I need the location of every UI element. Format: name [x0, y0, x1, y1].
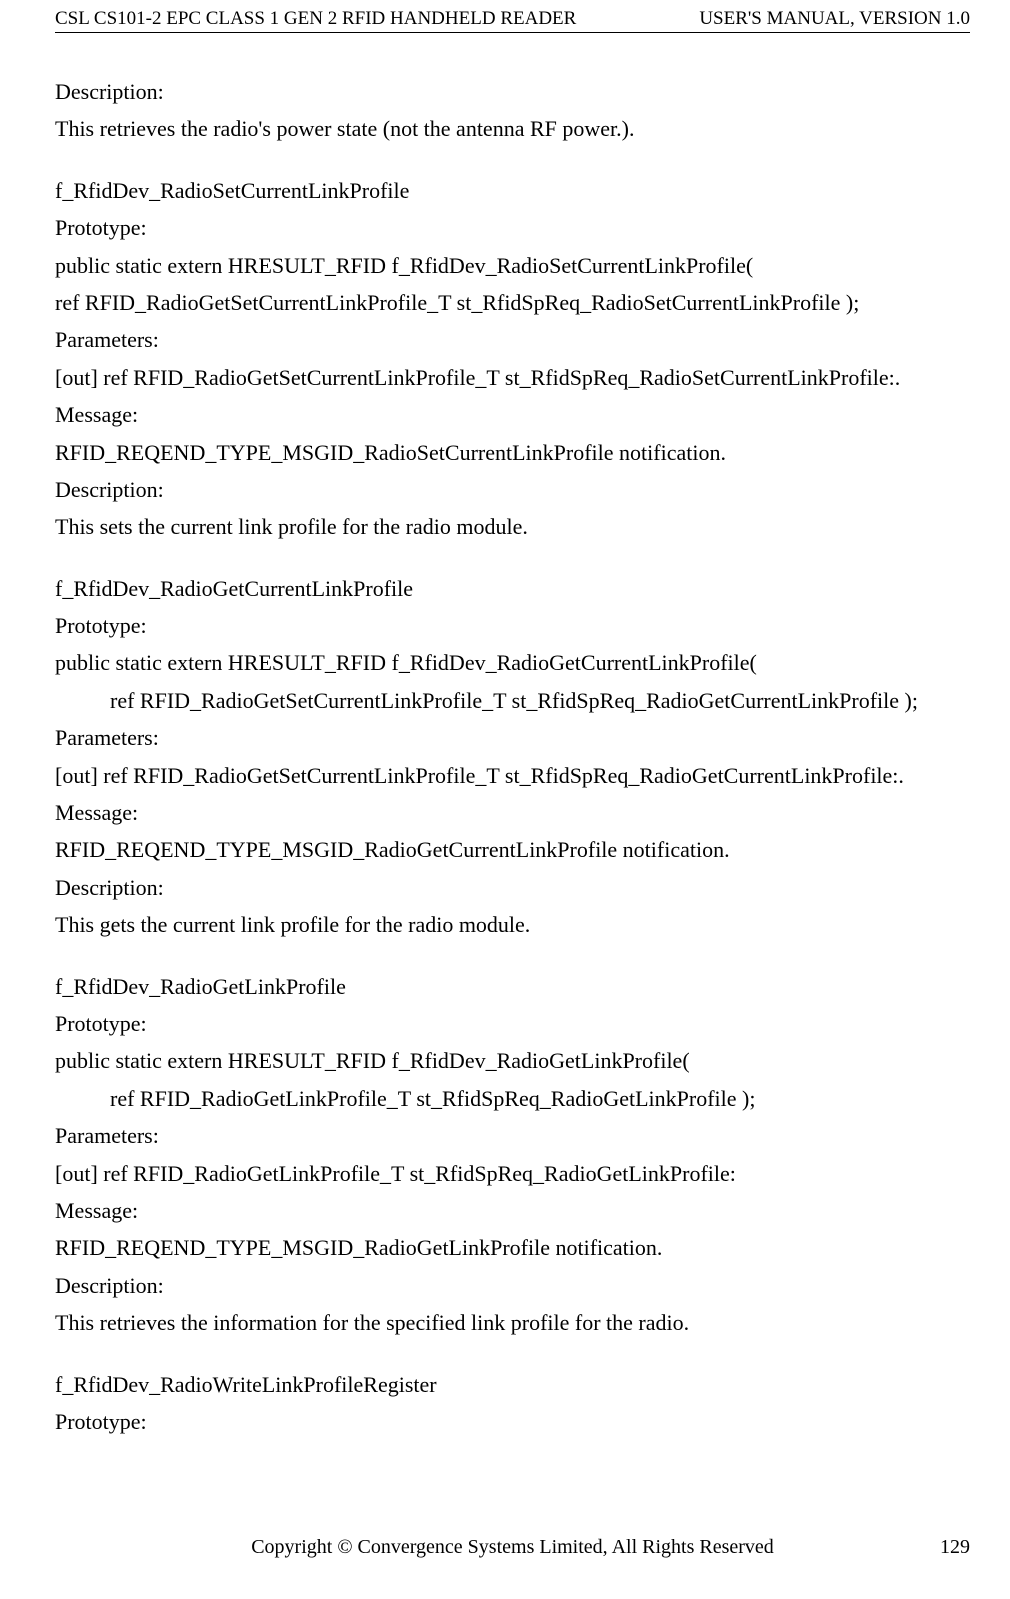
description-text: This gets the current link profile for t… [55, 906, 970, 943]
message-text: RFID_REQEND_TYPE_MSGID_RadioSetCurrentLi… [55, 434, 970, 471]
message-label: Message: [55, 396, 970, 433]
parameters-label: Parameters: [55, 1117, 970, 1154]
function-title: f_RfidDev_RadioWriteLinkProfileRegister [55, 1366, 970, 1403]
function-title: f_RfidDev_RadioSetCurrentLinkProfile [55, 172, 970, 209]
section-spacer [55, 546, 970, 570]
parameters-text: [out] ref RFID_RadioGetSetCurrentLinkPro… [55, 757, 970, 794]
header-rule [55, 32, 970, 33]
description-text: This retrieves the information for the s… [55, 1304, 970, 1341]
section-spacer [55, 148, 970, 172]
section-spacer [55, 1342, 970, 1366]
message-label: Message: [55, 1192, 970, 1229]
function-title: f_RfidDev_RadioGetCurrentLinkProfile [55, 570, 970, 607]
message-label: Message: [55, 794, 970, 831]
parameters-text: [out] ref RFID_RadioGetSetCurrentLinkPro… [55, 359, 970, 396]
prototype-line: ref RFID_RadioGetSetCurrentLinkProfile_T… [55, 284, 970, 321]
indented-code: ref RFID_RadioGetLinkProfile_T st_RfidSp… [55, 1080, 755, 1117]
page-header: CSL CS101-2 EPC CLASS 1 GEN 2 RFID HANDH… [55, 0, 970, 32]
description-label: Description: [55, 73, 970, 110]
footer-copyright: Copyright © Convergence Systems Limited,… [115, 1536, 910, 1559]
message-text: RFID_REQEND_TYPE_MSGID_RadioGetCurrentLi… [55, 831, 970, 868]
prototype-line: public static extern HRESULT_RFID f_Rfid… [55, 247, 970, 284]
description-label: Description: [55, 1267, 970, 1304]
message-text: RFID_REQEND_TYPE_MSGID_RadioGetLinkProfi… [55, 1229, 970, 1266]
prototype-label: Prototype: [55, 209, 970, 246]
description-text: This retrieves the radio's power state (… [55, 110, 970, 147]
description-label: Description: [55, 869, 970, 906]
footer-page-number: 129 [910, 1536, 970, 1559]
prototype-label: Prototype: [55, 1005, 970, 1042]
document-page: CSL CS101-2 EPC CLASS 1 GEN 2 RFID HANDH… [0, 0, 1010, 1599]
header-right-text: USER'S MANUAL, VERSION 1.0 [699, 8, 970, 30]
prototype-line: ref RFID_RadioGetLinkProfile_T st_RfidSp… [55, 1080, 970, 1117]
function-title: f_RfidDev_RadioGetLinkProfile [55, 968, 970, 1005]
prototype-line: public static extern HRESULT_RFID f_Rfid… [55, 644, 970, 681]
indented-code: ref RFID_RadioGetSetCurrentLinkProfile_T… [55, 682, 918, 719]
parameters-label: Parameters: [55, 719, 970, 756]
description-label: Description: [55, 471, 970, 508]
header-left-text: CSL CS101-2 EPC CLASS 1 GEN 2 RFID HANDH… [55, 8, 576, 30]
prototype-label: Prototype: [55, 1403, 970, 1440]
page-footer: Copyright © Convergence Systems Limited,… [55, 1536, 970, 1559]
parameters-text: [out] ref RFID_RadioGetLinkProfile_T st_… [55, 1155, 970, 1192]
prototype-line: public static extern HRESULT_RFID f_Rfid… [55, 1042, 970, 1079]
section-spacer [55, 944, 970, 968]
body-content: Description: This retrieves the radio's … [55, 73, 970, 1440]
prototype-label: Prototype: [55, 607, 970, 644]
parameters-label: Parameters: [55, 321, 970, 358]
description-text: This sets the current link profile for t… [55, 508, 970, 545]
prototype-line: ref RFID_RadioGetSetCurrentLinkProfile_T… [55, 682, 970, 719]
